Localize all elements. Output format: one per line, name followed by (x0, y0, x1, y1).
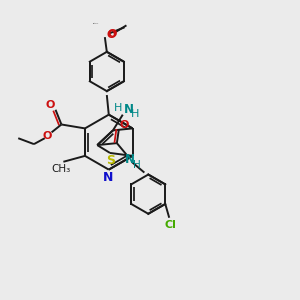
Text: CH₃: CH₃ (52, 164, 71, 174)
Text: S: S (106, 154, 116, 167)
Text: H: H (131, 109, 140, 119)
Text: O: O (42, 131, 51, 141)
Text: N: N (124, 153, 135, 166)
Text: H: H (133, 160, 140, 170)
Text: N: N (124, 103, 134, 116)
Text: methoxy: methoxy (93, 23, 99, 24)
Text: N: N (103, 171, 113, 184)
Text: O: O (106, 30, 116, 40)
Text: O: O (119, 121, 128, 130)
Text: H: H (113, 103, 122, 113)
Text: O: O (46, 100, 55, 110)
Text: Cl: Cl (164, 220, 176, 230)
Text: O: O (107, 29, 116, 39)
